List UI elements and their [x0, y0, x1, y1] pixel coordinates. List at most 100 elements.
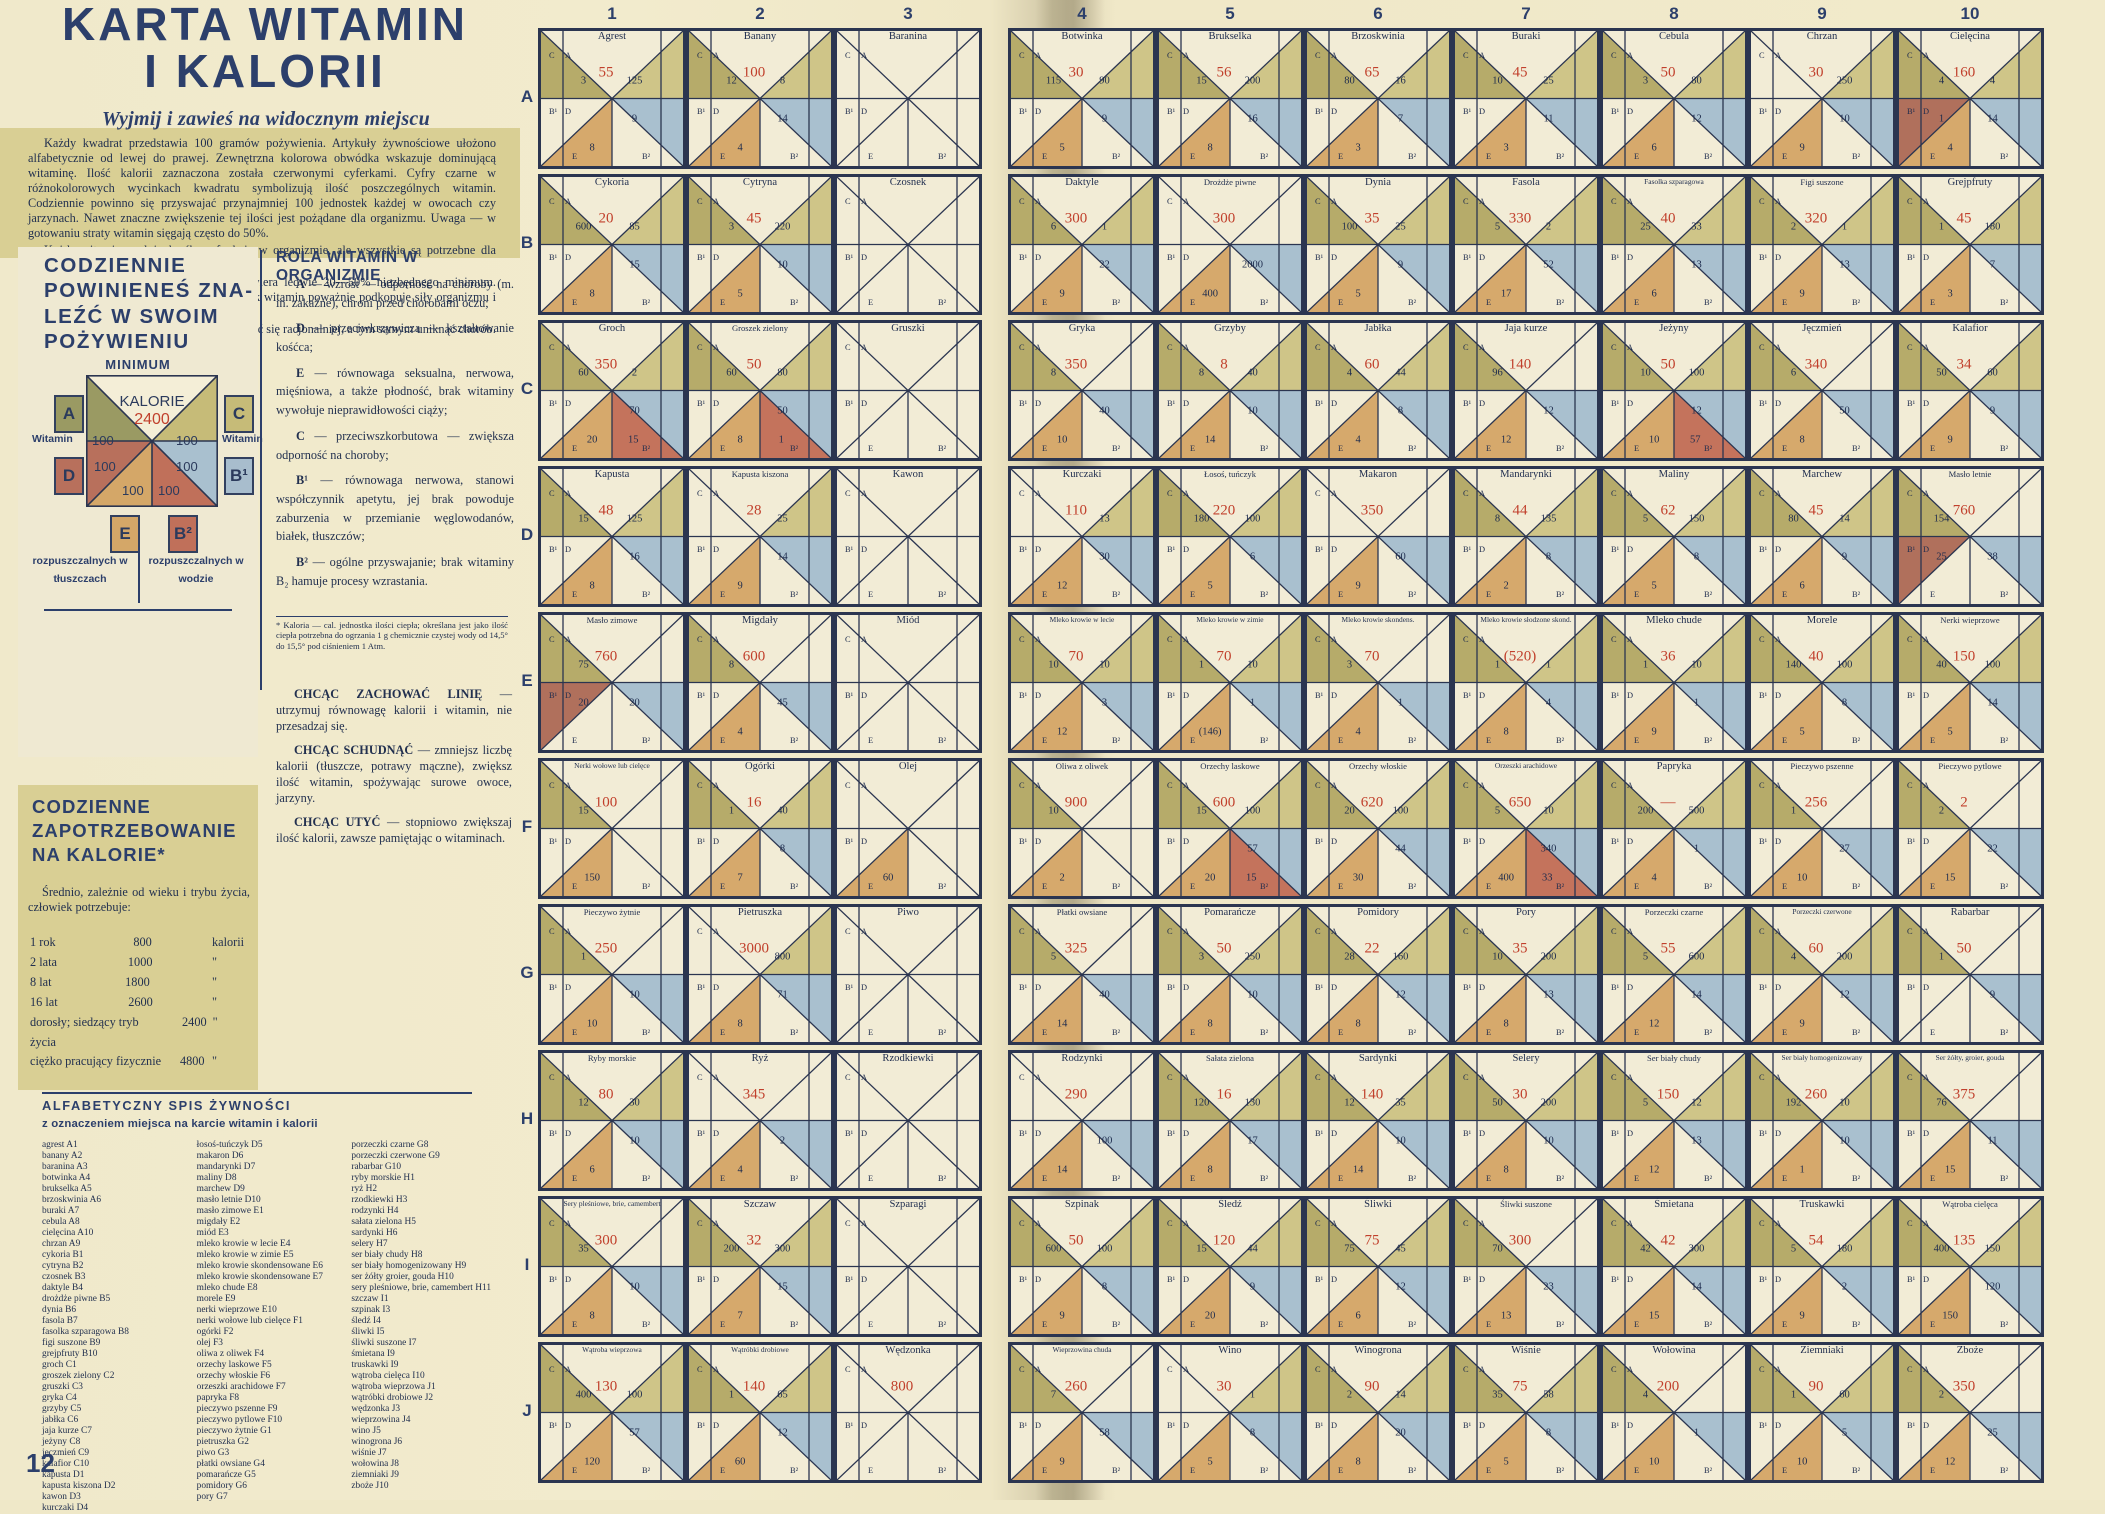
food-cell[interactable]: Cielęcina 160 4 4 1 14 4 A C D B¹ E B²	[1896, 28, 2044, 169]
food-cell[interactable]: Wątroba wieprzowa 130 400 100 57 120 A C D B¹ E B²	[538, 1342, 686, 1483]
food-cell[interactable]: Ser biały chudy 150 5 12 13 12 A C D B¹ E B²	[1600, 1050, 1748, 1191]
food-cell[interactable]: Kapusta kiszona 28 25 14 9 A C D B¹ E B²	[686, 466, 834, 607]
food-cell[interactable]: Pomarańcze 50 3 250 10 8 A C D B¹ E B²	[1156, 904, 1304, 1045]
food-cell[interactable]: Cykoria 20 600 85 15 8 A C D B¹ E B²	[538, 174, 686, 315]
food-cell[interactable]: Mandarynki 44 8 135 8 2 A C D B¹ E B²	[1452, 466, 1600, 607]
food-cell[interactable]: Rodzynki 290 100 14 A C D B¹ E B²	[1008, 1050, 1156, 1191]
food-cell[interactable]: Śliwki suszone 300 70 23 13 A C D B¹ E B²	[1452, 1196, 1600, 1337]
food-cell[interactable]: Maliny 62 5 150 8 5 A C D B¹ E B²	[1600, 466, 1748, 607]
food-cell[interactable]: Olej 60 A C D B¹ E B²	[834, 758, 982, 899]
food-cell[interactable]: Masło zimowe 760 75 20 20 A C D B¹ E B²	[538, 612, 686, 753]
food-cell[interactable]: Fasolka szparagowa 40 25 33 13 6 A C D B¹ E B²	[1600, 174, 1748, 315]
food-cell[interactable]: Miód A C D B¹ E B²	[834, 612, 982, 753]
food-cell[interactable]: Selery 30 50 200 10 8 A C D B¹ E B²	[1452, 1050, 1600, 1191]
food-cell[interactable]: Wieprzowina chuda 260 7 58 9 A C D B¹ E B²	[1008, 1342, 1156, 1483]
food-cell[interactable]: Gryka 350 8 40 10 A C D B¹ E B²	[1008, 320, 1156, 461]
food-cell[interactable]: Jaja kurze 140 96 12 12 A C D B¹ E B²	[1452, 320, 1600, 461]
food-cell[interactable]: Daktyle 300 6 1 22 9 A C D B¹ E B²	[1008, 174, 1156, 315]
food-cell[interactable]: Porzeczki czerwone 60 4 200 12 9 A C D B¹ E B²	[1748, 904, 1896, 1045]
food-cell[interactable]: Chrzan 30 250 10 9 A C D B¹ E B²	[1748, 28, 1896, 169]
food-cell[interactable]: Sardynki 140 12 35 10 14 A C D B¹ E B²	[1304, 1050, 1452, 1191]
food-cell[interactable]: Śmietana 42 42 300 14 15 A C D B¹ E B²	[1600, 1196, 1748, 1337]
food-cell[interactable]: Masło letnie 760 154 25 38 A C D B¹ E B²	[1896, 466, 2044, 607]
food-cell[interactable]: Brukselka 56 15 200 16 8 A C D B¹ E B²	[1156, 28, 1304, 169]
food-cell[interactable]: Nerki wieprzowe 150 40 100 14 5 A C D B¹ E B²	[1896, 612, 2044, 753]
food-cell[interactable]: Sery pleśniowe, brie, camembert 300 35 10 8 A…	[538, 1196, 686, 1337]
food-cell[interactable]: Grejpfruty 45 1 180 7 3 A C D B¹ E B²	[1896, 174, 2044, 315]
food-cell[interactable]: Pieczywo pytlowe 2 2 22 15 A C D B¹ E B²	[1896, 758, 2044, 899]
food-cell[interactable]: Mleko krowie w lecie 70 10 10 3 12 A C D B¹ E B²	[1008, 612, 1156, 753]
food-cell[interactable]: Grzyby 8 8 40 10 14 A C D B¹ E B²	[1156, 320, 1304, 461]
food-cell[interactable]: Rzodkiewki A C D B¹ E B²	[834, 1050, 982, 1191]
food-cell[interactable]: Szpinak 50 600 100 8 9 A C D B¹ E B²	[1008, 1196, 1156, 1337]
food-cell[interactable]: Zboże 350 2 25 12 A C D B¹ E B²	[1896, 1342, 2044, 1483]
food-cell[interactable]: Pietruszka 3000 800 71 8 A C D B¹ E B²	[686, 904, 834, 1045]
food-cell[interactable]: Gruszki A C D B¹ E B²	[834, 320, 982, 461]
food-cell[interactable]: Pomidory 22 28 160 12 8 A C D B¹ E B²	[1304, 904, 1452, 1045]
food-cell[interactable]: Pory 35 10 200 13 8 A C D B¹ E B²	[1452, 904, 1600, 1045]
food-cell[interactable]: Pieczywo pszenne 256 1 27 10 A C D B¹ E B²	[1748, 758, 1896, 899]
food-cell[interactable]: Kurczaki 110 13 30 12 A C D B¹ E B²	[1008, 466, 1156, 607]
food-cell[interactable]: Dynia 35 100 25 9 5 A C D B¹ E B²	[1304, 174, 1452, 315]
food-cell[interactable]: Cebula 50 3 80 12 6 A C D B¹ E B²	[1600, 28, 1748, 169]
food-cell[interactable]: Papryka — 200 500 1 4 A C D B¹ E B²	[1600, 758, 1748, 899]
food-cell[interactable]: Agrest 55 3 125 9 8 A C D B¹ E B²	[538, 28, 686, 169]
food-cell[interactable]: Wino 30 1 8 5 A C D B¹ E B²	[1156, 1342, 1304, 1483]
food-cell[interactable]: Wątróbki drobiowe 140 1 65 12 60 A C D B¹ E B²	[686, 1342, 834, 1483]
food-cell[interactable]: Porzeczki czarne 55 5 600 14 12 A C D B¹ E B²	[1600, 904, 1748, 1045]
food-cell[interactable]: Czosnek A C D B¹ E B²	[834, 174, 982, 315]
food-cell[interactable]: Ogórki 16 1 40 8 7 A C D B¹ E B²	[686, 758, 834, 899]
food-cell[interactable]: Płatki owsiane 325 5 40 14 A C D B¹ E B²	[1008, 904, 1156, 1045]
food-cell[interactable]: Buraki 45 10 25 11 3 A C D B¹ E B²	[1452, 28, 1600, 169]
food-cell[interactable]: Ryż 345 2 4 A C D B¹ E B²	[686, 1050, 834, 1191]
food-cell[interactable]: Groch 350 60 2 70 20 15 A C D B¹ E B²	[538, 320, 686, 461]
food-cell[interactable]: Ser żółty, groier, gouda 375 76 11 15 A C D B¹ E B…	[1896, 1050, 2044, 1191]
food-cell[interactable]: Ser biały homogenizowany 260 192 10 10 1 A C D B¹…	[1748, 1050, 1896, 1191]
food-cell[interactable]: Sałata zielona 16 120 130 17 8 A C D B¹ E B²	[1156, 1050, 1304, 1191]
food-cell[interactable]: Wołowina 200 4 1 10 A C D B¹ E B²	[1600, 1342, 1748, 1483]
food-cell[interactable]: Kawon A C D B¹ E B²	[834, 466, 982, 607]
food-cell[interactable]: Orzechy włoskie 620 20 100 44 30 A C D B¹ E B²	[1304, 758, 1452, 899]
food-cell[interactable]: Jęczmień 340 6 50 8 A C D B¹ E B²	[1748, 320, 1896, 461]
food-cell[interactable]: Mleko krowie słodzone skond. (520) 1 1 4 8 A C D…	[1452, 612, 1600, 753]
food-cell[interactable]: Botwinka 30 115 90 9 5 A C D B¹ E B²	[1008, 28, 1156, 169]
food-cell[interactable]: Rabarbar 50 1 9 A C D B¹ E B²	[1896, 904, 2044, 1045]
food-cell[interactable]: Nerki wołowe lub cielęce 100 15 150 A C D B¹ E B²	[538, 758, 686, 899]
food-cell[interactable]: Migdały 600 8 45 4 A C D B¹ E B²	[686, 612, 834, 753]
food-cell[interactable]: Szczaw 32 200 300 15 7 A C D B¹ E B²	[686, 1196, 834, 1337]
food-cell[interactable]: Makaron 350 60 9 A C D B¹ E B²	[1304, 466, 1452, 607]
food-cell[interactable]: Winogrona 90 2 14 20 8 A C D B¹ E B²	[1304, 1342, 1452, 1483]
food-cell[interactable]: Oliwa z oliwek 900 10 2 A C D B¹ E B²	[1008, 758, 1156, 899]
food-cell[interactable]: Figi suszone 320 2 1 13 9 A C D B¹ E B²	[1748, 174, 1896, 315]
food-cell[interactable]: Ryby morskie 80 12 30 10 6 A C D B¹ E B²	[538, 1050, 686, 1191]
food-cell[interactable]: Ziemniaki 90 1 60 5 10 A C D B¹ E B²	[1748, 1342, 1896, 1483]
food-cell[interactable]: Morele 40 140 100 8 5 A C D B¹ E B²	[1748, 612, 1896, 753]
food-cell[interactable]: Orzechy laskowe 600 15 100 57 20 15 A C D B¹ E B²	[1156, 758, 1304, 899]
food-cell[interactable]: Cytryna 45 3 220 10 5 A C D B¹ E B²	[686, 174, 834, 315]
food-cell[interactable]: Banany 100 12 8 14 4 A C D B¹ E B²	[686, 28, 834, 169]
food-cell[interactable]: Drożdże piwne 300 2000 400 A C D B¹ E B²	[1156, 174, 1304, 315]
food-cell[interactable]: Fasola 330 5 2 52 17 A C D B¹ E B²	[1452, 174, 1600, 315]
food-cell[interactable]: Wątroba cielęca 135 400 150 120 150 A C D B¹ E B²	[1896, 1196, 2044, 1337]
food-cell[interactable]: Marchew 45 80 14 9 6 A C D B¹ E B²	[1748, 466, 1896, 607]
food-cell[interactable]: Łosoś, tuńczyk 220 180 100 6 5 A C D B¹ E B²	[1156, 466, 1304, 607]
food-cell[interactable]: Mleko chude 36 1 10 1 9 A C D B¹ E B²	[1600, 612, 1748, 753]
food-cell[interactable]: Jeżyny 50 10 100 12 10 57 A C D B¹ E B²	[1600, 320, 1748, 461]
food-cell[interactable]: Śliwki 75 75 45 12 6 A C D B¹ E B²	[1304, 1196, 1452, 1337]
food-cell[interactable]: Pieczywo żytnie 250 1 10 10 A C D B¹ E B²	[538, 904, 686, 1045]
food-cell[interactable]: Wiśnie 75 35 58 8 5 A C D B¹ E B²	[1452, 1342, 1600, 1483]
food-cell[interactable]: Mleko krowie w zimie 70 1 10 1 (146) A C D B¹ E B²	[1156, 612, 1304, 753]
food-cell[interactable]: Śledź 120 15 44 9 20 A C D B¹ E B²	[1156, 1196, 1304, 1337]
food-cell[interactable]: Baranina A C D B¹ E B²	[834, 28, 982, 169]
food-cell[interactable]: Groszek zielony 50 60 80 50 8 1 A C D B¹ E B²	[686, 320, 834, 461]
food-cell[interactable]: Piwo A C D B¹ E B²	[834, 904, 982, 1045]
food-cell[interactable]: Orzeszki arachidowe 650 5 10 340 400 33 A C D B¹ E B…	[1452, 758, 1600, 899]
food-cell[interactable]: Szparagi A C D B¹ E B²	[834, 1196, 982, 1337]
food-cell[interactable]: Kapusta 48 15 125 16 8 A C D B¹ E B²	[538, 466, 686, 607]
food-cell[interactable]: Wędzonka 800 A C D B¹ E B²	[834, 1342, 982, 1483]
food-cell[interactable]: Brzoskwinia 65 80 16 7 3 A C D B¹ E B²	[1304, 28, 1452, 169]
food-cell[interactable]: Mleko krowie skondens. 70 3 1 4 A C D B¹ E B²	[1304, 612, 1452, 753]
food-cell[interactable]: Truskawki 54 5 180 2 9 A C D B¹ E B²	[1748, 1196, 1896, 1337]
food-cell[interactable]: Jabłka 60 4 44 8 4 A C D B¹ E B²	[1304, 320, 1452, 461]
food-cell[interactable]: Kalafior 34 50 60 9 9 A C D B¹ E B²	[1896, 320, 2044, 461]
